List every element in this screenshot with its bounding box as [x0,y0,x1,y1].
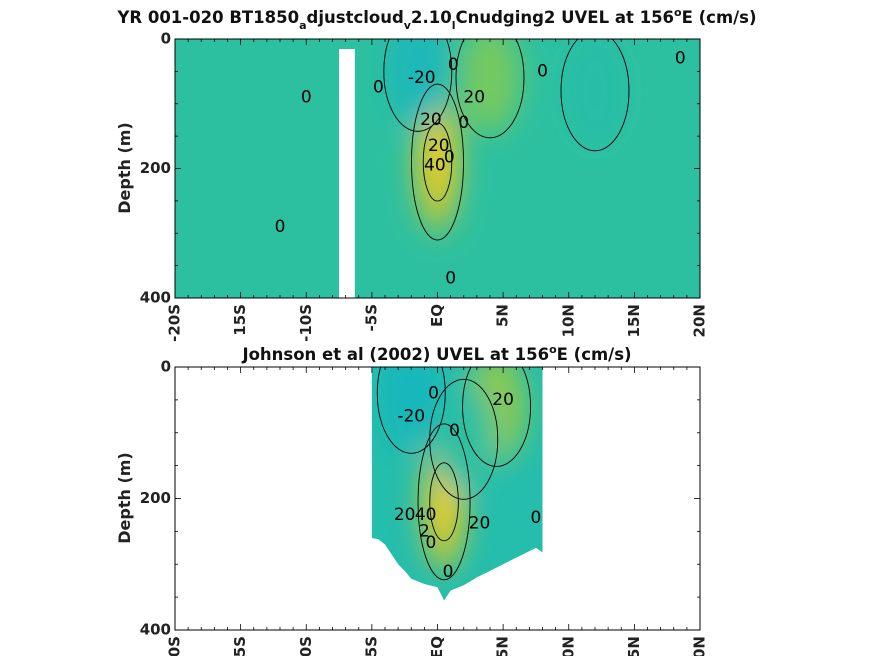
contour-label: 2 [419,521,430,541]
contour-label: 0 [444,147,455,167]
contour-label: 0 [675,48,686,68]
feature-westward_surface [381,367,442,449]
contour-label: 20 [492,390,514,410]
x-tick-label: 15S [231,636,249,656]
missing-data-band [339,49,355,298]
contour-label: 40 [424,155,446,175]
chart-bottom-title: Johnson et al (2002) UVEL at 156oE (cm/s… [241,343,631,364]
contour-label: 20 [428,136,450,156]
contour-label: -20 [408,68,436,88]
chart-bottom-ylabel: Depth (m) [115,452,134,544]
x-tick-label: -20S [166,304,184,342]
contour-label: 0 [537,61,548,81]
x-tick-label: 10N [559,304,577,337]
x-tick-label: 5N [494,304,512,327]
chart-top-field [175,39,700,298]
contour-label: 20 [394,505,416,525]
contour-label: 0 [428,383,439,403]
contour-line [383,39,453,132]
x-tick-label: 20N [691,304,709,337]
x-tick-label: 20N [691,636,709,656]
x-tick-label: EQ [428,304,446,327]
x-tick-label: EQ [428,636,446,656]
feature-eastward_surface [460,39,520,133]
contour-line [422,122,453,202]
contour-label: 0 [445,269,456,289]
contour-label: 0 [426,533,437,553]
chart-top-title: YR 001-020 BT1850adjustcloudv2.10lCnudgi… [116,6,756,32]
chart-bottom: Johnson et al (2002) UVEL at 156oE (cm/s… [115,343,709,656]
feature-westward_surface [433,384,494,495]
contour-label: 20 [469,513,491,533]
y-tick-label: 0 [161,30,171,48]
contour-label: 20 [420,110,442,130]
y-tick-label: 400 [140,289,171,307]
contour-line [462,367,532,467]
contour-label: 40 [415,505,437,525]
contour-line [455,39,525,139]
contour-label: 0 [301,87,312,107]
contour-line [417,423,471,581]
x-tick-label: -10S [297,304,315,342]
x-tick-label: 20S [166,636,184,656]
data-region [175,39,700,298]
contour-label: 0 [458,113,469,133]
field-features [381,367,527,572]
feature-westward_surface [565,39,625,146]
y-tick-label: 200 [140,489,171,507]
feature-eastward_core [415,92,460,233]
contour-line [376,367,446,454]
contour-line [429,462,459,542]
field-features [387,39,625,233]
contour-label: 0 [449,421,460,441]
contour-label: 0 [443,562,454,582]
y-tick-label: 400 [140,621,171,639]
x-tick-label: 15N [625,636,643,656]
x-tick-label: -5S [362,304,380,331]
x-tick-label: 5S [362,636,380,656]
y-tick-label: 200 [140,159,171,177]
chart-top-ylabel: Depth (m) [115,122,134,214]
chart-top: YR 001-020 BT1850adjustcloudv2.10lCnudgi… [115,6,757,342]
contour-line [560,39,630,152]
contour-label: 0 [531,508,542,528]
y-tick-label: 0 [161,358,171,376]
x-tick-label: 15N [625,304,643,337]
feature-westward_surface [387,39,448,127]
contour-line [429,378,499,500]
x-tick-label: 10N [559,636,577,656]
contour-label: 0 [275,217,286,237]
x-tick-label: 15S [231,304,249,336]
contour-label: 0 [373,78,384,98]
contour-label: 20 [463,87,485,107]
contour-label: 0 [448,55,459,75]
x-tick-label: 5N [494,636,512,656]
x-tick-label: 10S [297,636,315,656]
contour-label: -20 [397,406,425,426]
contour-line [411,83,464,241]
